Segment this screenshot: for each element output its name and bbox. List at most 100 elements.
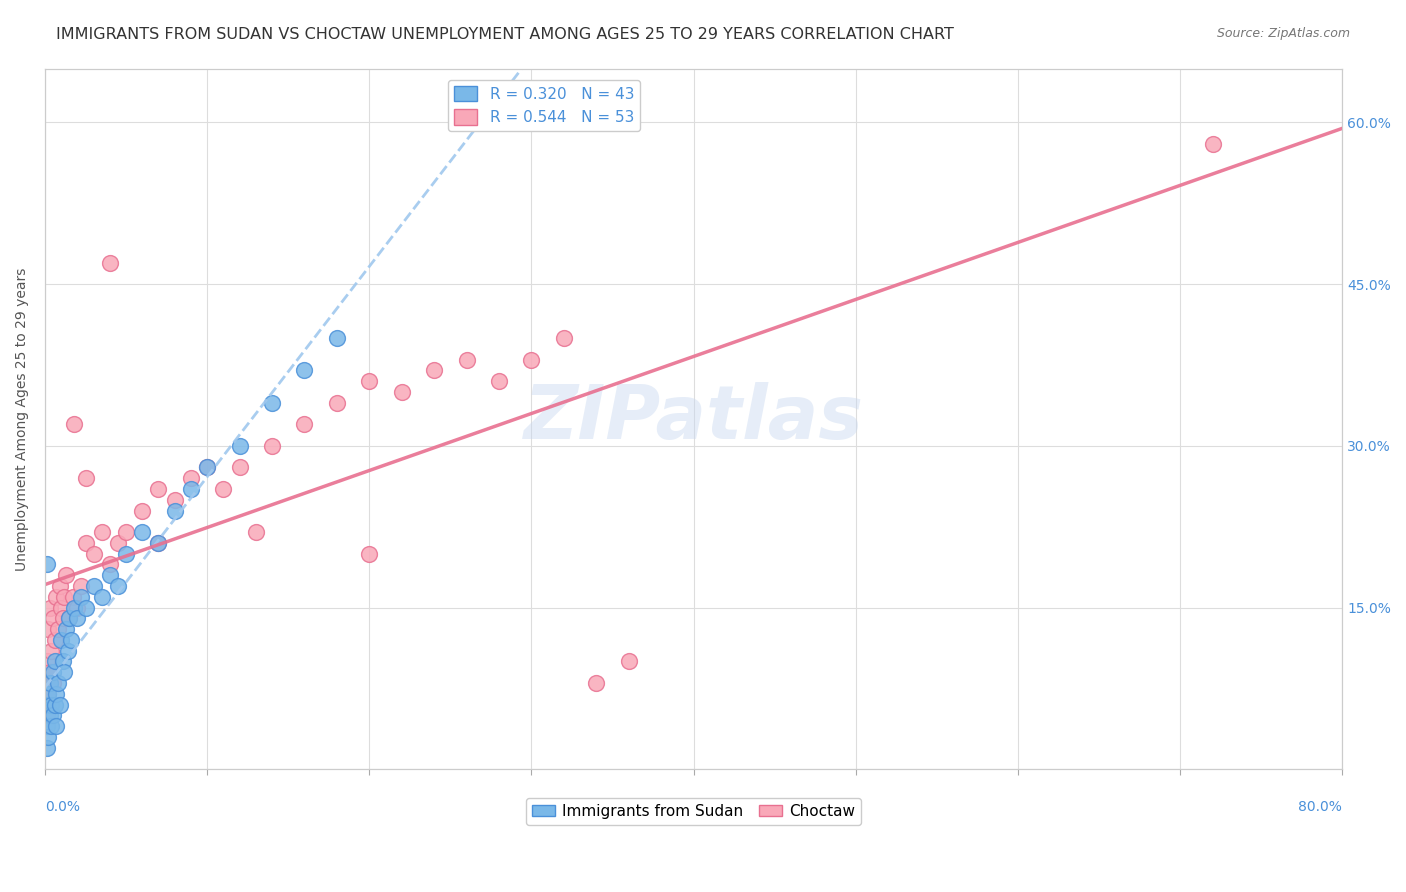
Point [46, 676, 69, 690]
Point [69, 590, 91, 604]
Point [62, 590, 84, 604]
Point [53, 665, 76, 680]
Point [48, 698, 70, 712]
Point [66, 600, 89, 615]
Point [163, 503, 186, 517]
Point [35, 655, 58, 669]
Point [46, 622, 69, 636]
Point [115, 525, 138, 540]
Point [52, 655, 75, 669]
Point [148, 536, 170, 550]
Point [37, 687, 59, 701]
Point [83, 579, 105, 593]
Point [326, 331, 349, 345]
Point [35, 558, 58, 572]
Point [212, 482, 235, 496]
Point [131, 503, 153, 517]
Point [38, 600, 60, 615]
Point [391, 384, 413, 399]
Point [37, 687, 59, 701]
Point [163, 492, 186, 507]
Point [59, 632, 82, 647]
Point [41, 698, 63, 712]
Point [63, 417, 86, 432]
Point [245, 525, 267, 540]
Point [58, 611, 80, 625]
Y-axis label: Unemployment Among Ages 25 to 29 years: Unemployment Among Ages 25 to 29 years [15, 268, 30, 571]
Point [423, 363, 446, 377]
Point [98, 558, 121, 572]
Point [520, 352, 543, 367]
Point [45, 687, 67, 701]
Point [228, 460, 250, 475]
Point [148, 482, 170, 496]
Point [195, 460, 218, 475]
Point [42, 665, 65, 680]
Point [38, 708, 60, 723]
Point [35, 740, 58, 755]
Point [107, 579, 129, 593]
Point [98, 255, 121, 269]
Text: 0.0%: 0.0% [45, 800, 80, 814]
Point [1201, 136, 1223, 151]
Point [585, 676, 607, 690]
Point [53, 590, 76, 604]
Point [44, 632, 66, 647]
Point [44, 655, 66, 669]
Point [38, 676, 60, 690]
Point [90, 590, 112, 604]
Point [38, 665, 60, 680]
Text: ZIPatlas: ZIPatlas [523, 383, 863, 456]
Point [75, 471, 97, 485]
Point [294, 417, 316, 432]
Point [42, 708, 65, 723]
Point [148, 536, 170, 550]
Point [48, 579, 70, 593]
Point [41, 719, 63, 733]
Point [75, 600, 97, 615]
Point [90, 525, 112, 540]
Point [488, 374, 510, 388]
Point [260, 439, 283, 453]
Point [107, 536, 129, 550]
Point [42, 676, 65, 690]
Legend: Immigrants from Sudan, Choctaw: Immigrants from Sudan, Choctaw [526, 797, 862, 825]
Point [180, 482, 202, 496]
Point [359, 374, 381, 388]
Point [180, 471, 202, 485]
Point [58, 611, 80, 625]
Point [41, 643, 63, 657]
Point [326, 396, 349, 410]
Point [45, 590, 67, 604]
Text: 80.0%: 80.0% [1298, 800, 1343, 814]
Point [617, 655, 640, 669]
Text: IMMIGRANTS FROM SUDAN VS CHOCTAW UNEMPLOYMENT AMONG AGES 25 TO 29 YEARS CORRELAT: IMMIGRANTS FROM SUDAN VS CHOCTAW UNEMPLO… [56, 27, 955, 42]
Point [131, 525, 153, 540]
Point [66, 611, 89, 625]
Point [35, 698, 58, 712]
Point [63, 600, 86, 615]
Point [37, 730, 59, 744]
Point [294, 363, 316, 377]
Point [115, 547, 138, 561]
Point [55, 568, 77, 582]
Point [55, 622, 77, 636]
Point [83, 547, 105, 561]
Point [260, 396, 283, 410]
Point [56, 643, 79, 657]
Point [456, 352, 478, 367]
Point [37, 622, 59, 636]
Point [228, 439, 250, 453]
Point [359, 547, 381, 561]
Point [75, 536, 97, 550]
Point [69, 579, 91, 593]
Point [553, 331, 575, 345]
Point [195, 460, 218, 475]
Text: Source: ZipAtlas.com: Source: ZipAtlas.com [1216, 27, 1350, 40]
Point [51, 600, 73, 615]
Point [44, 698, 66, 712]
Point [35, 708, 58, 723]
Point [52, 611, 75, 625]
Point [98, 568, 121, 582]
Point [42, 611, 65, 625]
